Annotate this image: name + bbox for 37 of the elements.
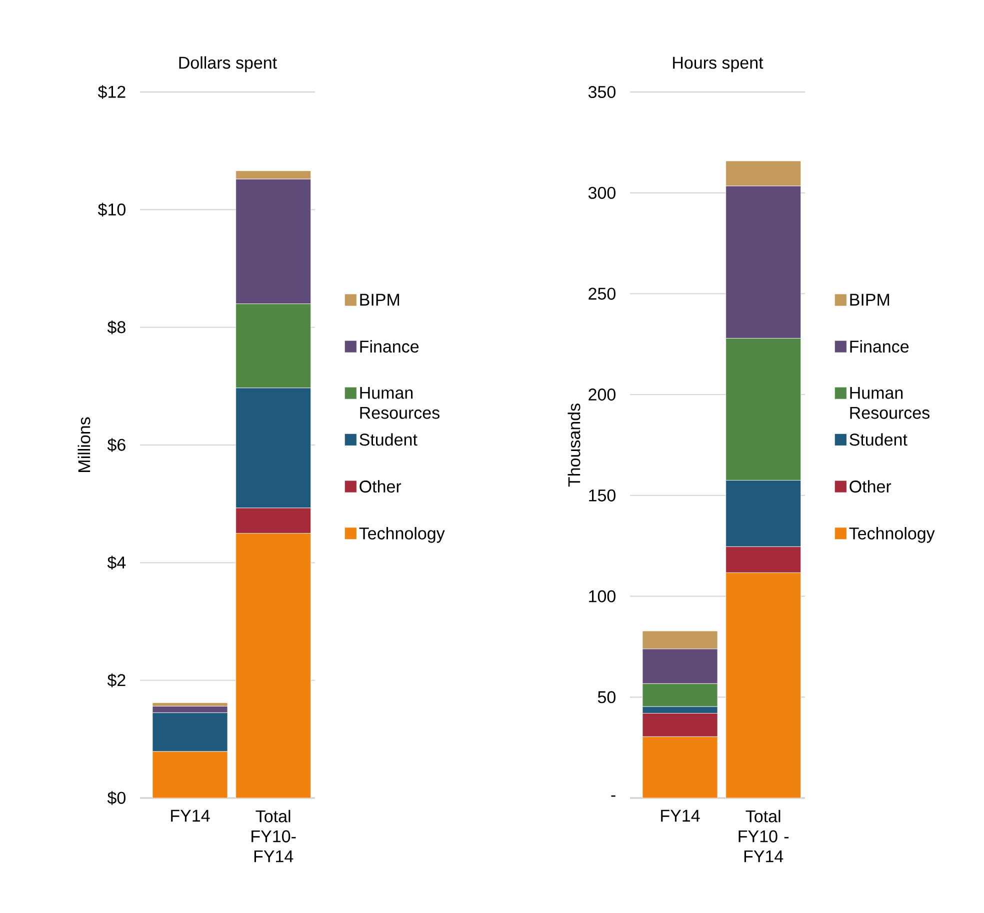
x-tick-label: FY14: [661, 810, 700, 822]
bar: [642, 736, 718, 798]
y-tick-label: $10: [98, 202, 126, 217]
y-tick-label: 250: [588, 288, 616, 300]
y-tick-label: $4: [107, 556, 126, 570]
y-tick-label: 50: [598, 691, 616, 704]
y-axis-title: Millions: [78, 417, 90, 472]
bar: [726, 572, 802, 798]
legend-label: Human Resources: [360, 386, 440, 419]
legend-label: Human Resources: [850, 386, 930, 419]
legend-label: Technology: [849, 526, 935, 543]
y-tick-label: 200: [588, 388, 616, 401]
legend-label: Student: [360, 433, 418, 446]
legend-label: Finance: [850, 340, 909, 353]
chart-title: Hours spent: [673, 56, 764, 72]
legend-label: BIPM: [360, 294, 400, 306]
y-tick-label: $0: [107, 791, 126, 805]
y-tick-label: 350: [588, 86, 616, 98]
y-tick-label: $2: [107, 673, 126, 688]
y-tick-label: $12: [98, 85, 126, 99]
legend-label: Other: [360, 480, 402, 493]
x-tick-label: Total FY10-FY14: [252, 810, 296, 862]
y-axis-title: Thousands: [568, 404, 580, 487]
x-tick-label: Total FY10 - FY14: [738, 810, 789, 862]
y-tick-label: 300: [588, 186, 616, 199]
chart-title: Dollars spent: [179, 56, 277, 72]
legend-label: Other: [850, 480, 892, 493]
legend-label: Student: [850, 433, 908, 446]
y-tick-label: -: [611, 795, 616, 797]
y-tick-label: $6: [107, 438, 126, 452]
y-tick-label: 150: [589, 489, 616, 502]
y-tick-label: $8: [107, 320, 126, 334]
legend-label: BIPM: [850, 294, 890, 306]
y-tick-label: 100: [589, 590, 616, 602]
legend-label: Finance: [360, 340, 419, 353]
legend-label: Technology: [359, 526, 445, 543]
x-tick-label: FY14: [171, 810, 210, 822]
